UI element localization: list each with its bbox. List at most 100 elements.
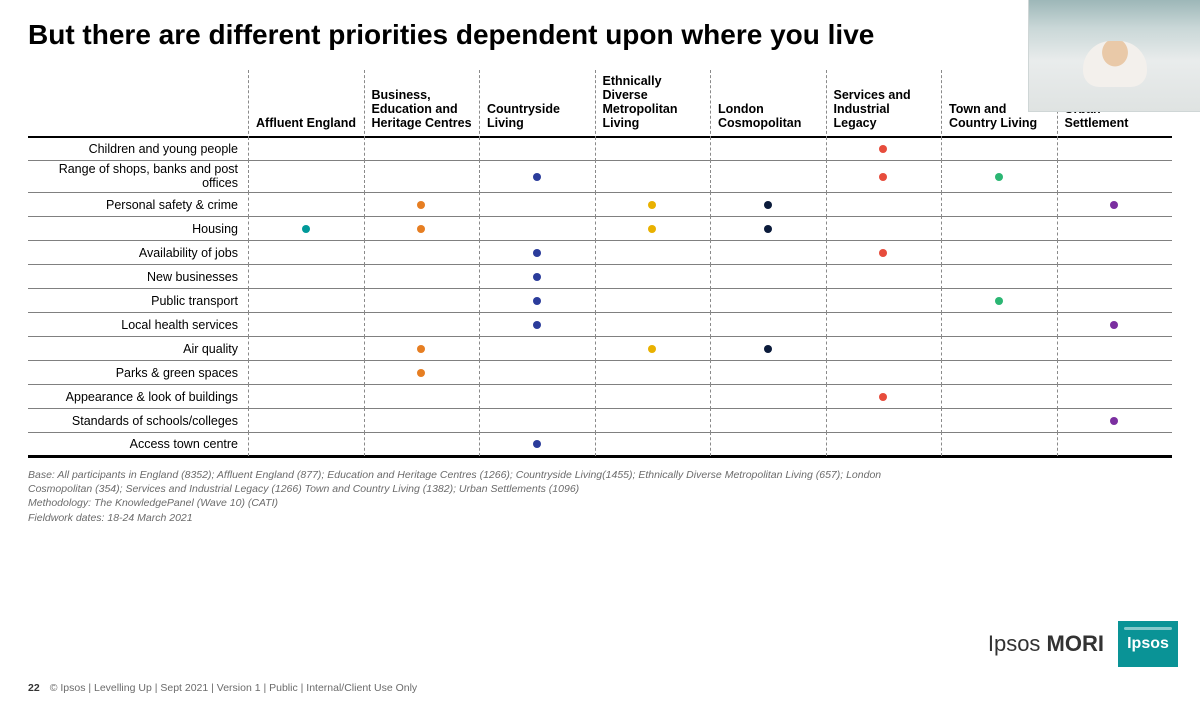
- cell-towncountry: [941, 433, 1057, 457]
- cell-affluent: [248, 241, 364, 265]
- brand-text-bold: MORI: [1047, 631, 1104, 656]
- cell-heritage: [364, 265, 480, 289]
- cell-urban: [1057, 265, 1173, 289]
- cell-towncountry: [941, 289, 1057, 313]
- matrix-row: Public transport: [28, 289, 1172, 313]
- row-label: Children and young people: [28, 137, 248, 161]
- cell-heritage: [364, 433, 480, 457]
- dot-services: [879, 173, 887, 181]
- matrix-header-row: Affluent EnglandBusiness, Education and …: [28, 70, 1172, 137]
- cell-diverse: [595, 161, 711, 193]
- cell-diverse: [595, 385, 711, 409]
- dot-urban: [1110, 321, 1118, 329]
- cell-diverse: [595, 265, 711, 289]
- row-label: Parks & green spaces: [28, 361, 248, 385]
- cell-countryside: [479, 337, 595, 361]
- cell-services: [826, 289, 942, 313]
- dot-urban: [1110, 417, 1118, 425]
- cell-affluent: [248, 433, 364, 457]
- cell-urban: [1057, 289, 1173, 313]
- dot-heritage: [417, 225, 425, 233]
- cell-heritage: [364, 193, 480, 217]
- cell-london: [710, 361, 826, 385]
- cell-london: [710, 137, 826, 161]
- cell-towncountry: [941, 137, 1057, 161]
- column-header-countryside: Countryside Living: [479, 70, 595, 137]
- cell-towncountry: [941, 217, 1057, 241]
- dot-towncountry: [995, 297, 1003, 305]
- cell-countryside: [479, 161, 595, 193]
- cell-towncountry: [941, 241, 1057, 265]
- row-label: Standards of schools/colleges: [28, 409, 248, 433]
- dot-countryside: [533, 273, 541, 281]
- cell-london: [710, 241, 826, 265]
- cell-london: [710, 409, 826, 433]
- cell-affluent: [248, 217, 364, 241]
- footer-attribution: © Ipsos | Levelling Up | Sept 2021 | Ver…: [50, 682, 417, 694]
- dot-london: [764, 345, 772, 353]
- matrix-row: Children and young people: [28, 137, 1172, 161]
- cell-heritage: [364, 137, 480, 161]
- matrix-row: Access town centre: [28, 433, 1172, 457]
- dot-countryside: [533, 297, 541, 305]
- cell-affluent: [248, 313, 364, 337]
- cell-services: [826, 361, 942, 385]
- cell-urban: [1057, 193, 1173, 217]
- dot-london: [764, 201, 772, 209]
- column-header-heritage: Business, Education and Heritage Centres: [364, 70, 480, 137]
- dot-diverse: [648, 225, 656, 233]
- cell-towncountry: [941, 265, 1057, 289]
- dot-countryside: [533, 321, 541, 329]
- matrix-row: New businesses: [28, 265, 1172, 289]
- dot-services: [879, 249, 887, 257]
- cell-london: [710, 265, 826, 289]
- brand-text-light: Ipsos: [988, 631, 1047, 656]
- cell-urban: [1057, 217, 1173, 241]
- row-label: New businesses: [28, 265, 248, 289]
- matrix-row: Range of shops, banks and post offices: [28, 161, 1172, 193]
- cell-urban: [1057, 409, 1173, 433]
- row-label: Availability of jobs: [28, 241, 248, 265]
- cell-towncountry: [941, 337, 1057, 361]
- footnote-line: Fieldwork dates: 18-24 March 2021: [28, 511, 928, 525]
- cell-services: [826, 433, 942, 457]
- cell-services: [826, 137, 942, 161]
- cell-towncountry: [941, 409, 1057, 433]
- cell-services: [826, 385, 942, 409]
- cell-london: [710, 313, 826, 337]
- cell-services: [826, 337, 942, 361]
- cell-urban: [1057, 137, 1173, 161]
- cell-heritage: [364, 337, 480, 361]
- matrix-row: Air quality: [28, 337, 1172, 361]
- cell-services: [826, 217, 942, 241]
- cell-london: [710, 217, 826, 241]
- dot-heritage: [417, 201, 425, 209]
- brand-text: Ipsos MORI: [988, 631, 1104, 657]
- cell-london: [710, 193, 826, 217]
- brand-area: Ipsos MORI Ipsos: [988, 621, 1178, 667]
- cell-urban: [1057, 361, 1173, 385]
- cell-london: [710, 433, 826, 457]
- column-header-services: Services and Industrial Legacy: [826, 70, 942, 137]
- cell-heritage: [364, 385, 480, 409]
- cell-services: [826, 265, 942, 289]
- matrix-row: Standards of schools/colleges: [28, 409, 1172, 433]
- cell-towncountry: [941, 161, 1057, 193]
- matrix-row: Parks & green spaces: [28, 361, 1172, 385]
- matrix-row: Appearance & look of buildings: [28, 385, 1172, 409]
- cell-countryside: [479, 137, 595, 161]
- cell-countryside: [479, 193, 595, 217]
- cell-affluent: [248, 161, 364, 193]
- cell-diverse: [595, 217, 711, 241]
- cell-diverse: [595, 193, 711, 217]
- row-label: Personal safety & crime: [28, 193, 248, 217]
- cell-diverse: [595, 313, 711, 337]
- footnote-line: Methodology: The KnowledgePanel (Wave 10…: [28, 496, 928, 510]
- cell-countryside: [479, 361, 595, 385]
- cell-towncountry: [941, 361, 1057, 385]
- cell-urban: [1057, 433, 1173, 457]
- page-number: 22: [28, 682, 40, 694]
- presenter-webcam-thumbnail: [1028, 0, 1200, 112]
- dot-heritage: [417, 345, 425, 353]
- slide-title: But there are different priorities depen…: [28, 18, 948, 52]
